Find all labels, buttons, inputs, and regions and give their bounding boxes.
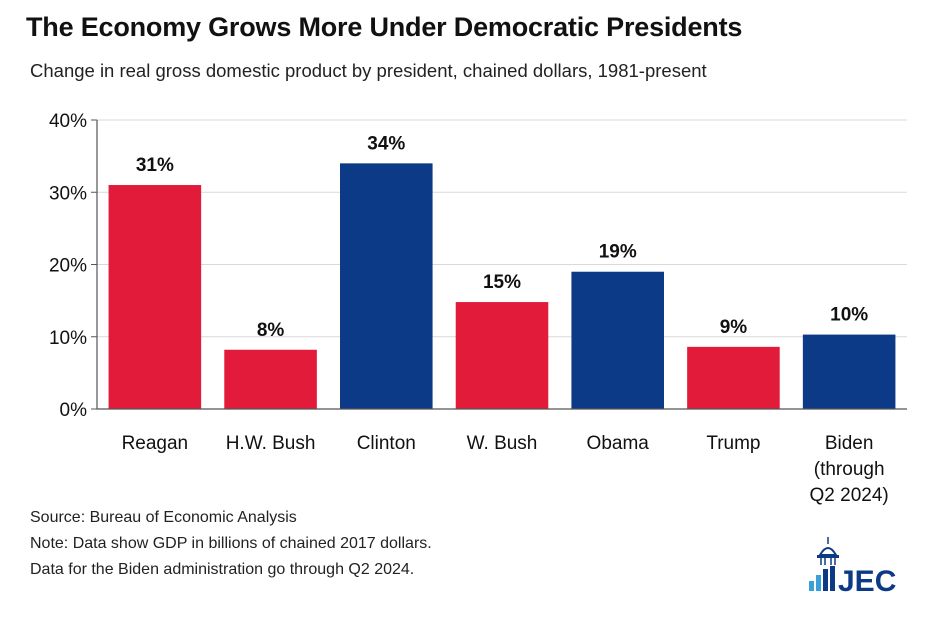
chart-title: The Economy Grows More Under Democratic … — [26, 12, 743, 42]
x-tick-label-line: Reagan — [122, 433, 189, 454]
x-tick-label: Trump — [706, 433, 760, 454]
x-tick-label: Biden (through Q2 2024) — [810, 433, 889, 506]
data-label: 34% — [367, 133, 405, 154]
x-tick-label: H.W. Bush — [226, 433, 316, 454]
data-label: 8% — [257, 320, 285, 341]
data-note: Note: Data show GDP in billions of chain… — [30, 535, 432, 552]
bar — [224, 349, 317, 409]
bar — [455, 302, 549, 409]
x-tick-label-line: Trump — [706, 433, 760, 454]
source-note: Source: Bureau of Economic Analysis — [30, 509, 297, 526]
jec-logo: JEC — [809, 537, 896, 597]
y-tick-label: 30% — [49, 183, 87, 204]
growth-bars-icon — [809, 566, 835, 591]
x-tick-label-line: (through — [814, 459, 885, 480]
data-label: 15% — [483, 272, 521, 293]
x-tick-label-line: W. Bush — [467, 433, 538, 454]
x-tick-label: W. Bush — [467, 433, 538, 454]
chart-subtitle: Change in real gross domestic product by… — [30, 60, 707, 81]
bar — [571, 271, 664, 409]
data-label: 19% — [599, 242, 637, 263]
bar — [340, 163, 433, 409]
data-label: 31% — [136, 155, 174, 176]
y-tick-label: 0% — [60, 400, 88, 421]
y-tick-label: 20% — [49, 256, 87, 277]
data-label: 10% — [830, 305, 868, 326]
bar — [108, 185, 202, 409]
capitol-dome-icon — [817, 537, 839, 565]
x-tick-label: Clinton — [357, 433, 416, 454]
bar — [687, 346, 780, 409]
y-tick-label: 40% — [49, 111, 87, 132]
data-label: 9% — [720, 317, 748, 338]
x-tick-label-line: H.W. Bush — [226, 433, 316, 454]
x-tick-label-line: Clinton — [357, 433, 416, 454]
y-tick-label: 10% — [49, 328, 87, 349]
x-tick-label-line: Obama — [587, 433, 650, 454]
x-tick-label: Reagan — [122, 433, 189, 454]
biden-data-note: Data for the Biden administration go thr… — [30, 561, 415, 578]
x-tick-label-line: Biden — [825, 433, 874, 454]
x-tick-label-line: Q2 2024) — [810, 485, 889, 506]
x-tick-label: Obama — [587, 433, 650, 454]
jec-logo-text: JEC — [838, 565, 896, 597]
bar — [802, 334, 896, 409]
